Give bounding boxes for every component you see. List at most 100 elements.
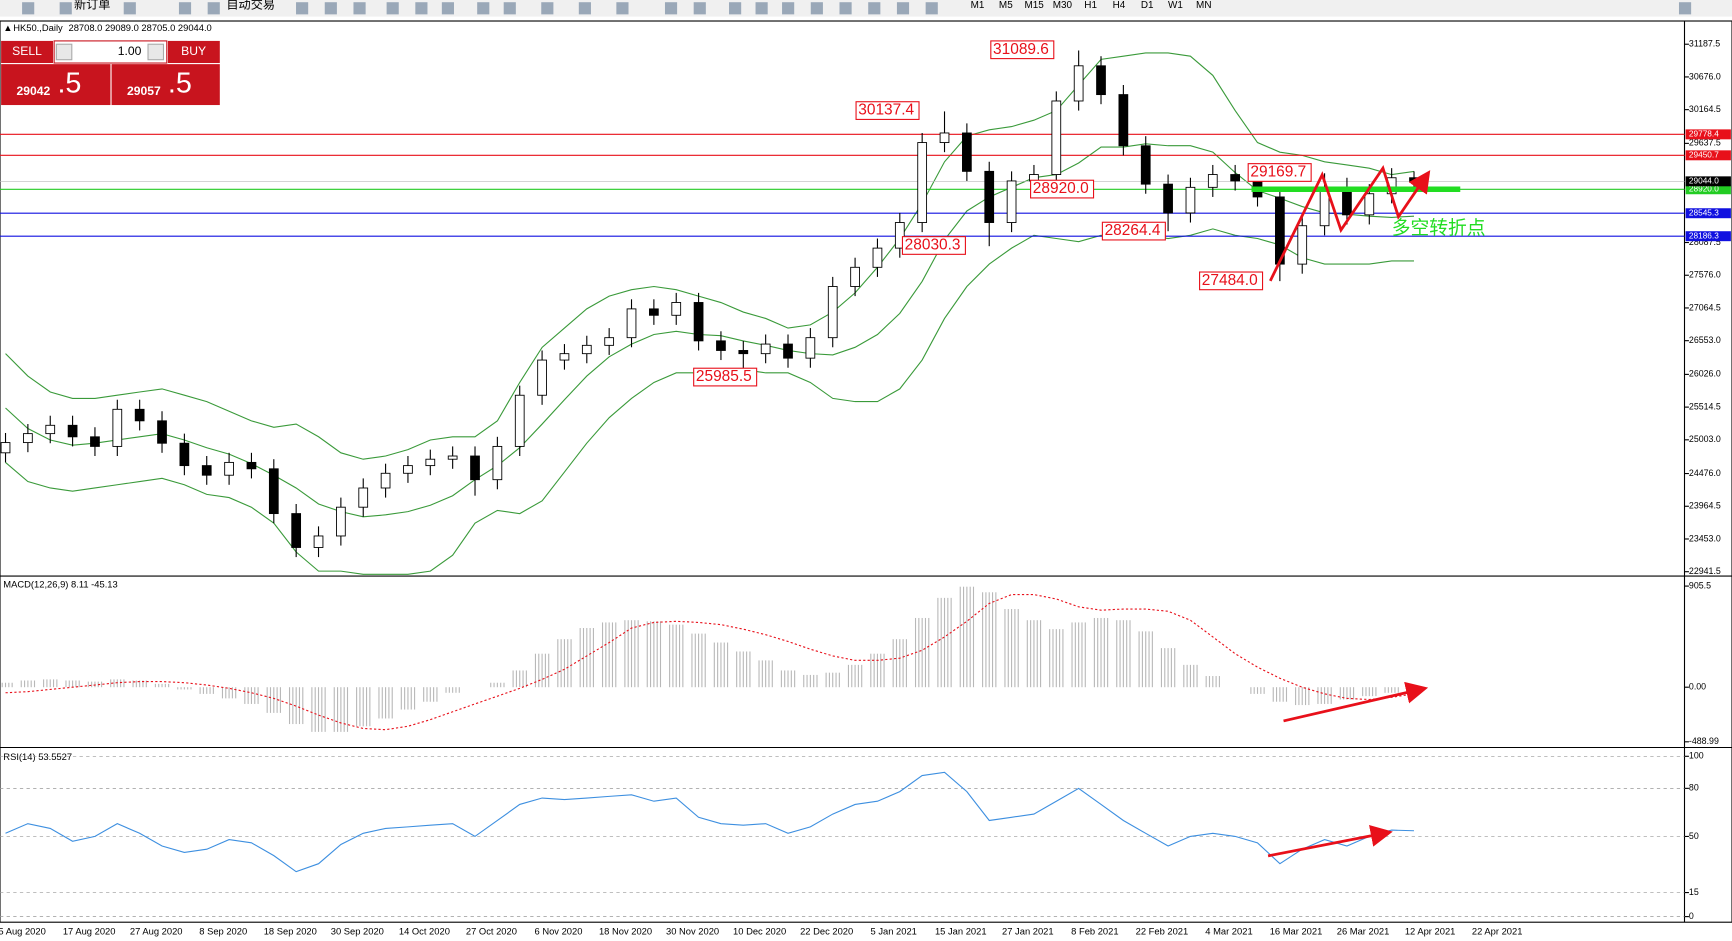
annotation-text: 多空转折点: [1392, 217, 1486, 238]
x-tick-label: 18 Sep 2020: [264, 926, 317, 937]
y-tick-label: 27576.0: [1689, 270, 1721, 280]
timeframe-button[interactable]: M5: [999, 0, 1013, 11]
candle-body: [805, 337, 816, 359]
annotation-box: [1101, 221, 1166, 241]
level-label-box: [1685, 231, 1731, 242]
candle-body: [783, 343, 793, 359]
candle-body: [224, 461, 234, 476]
sell-price-box[interactable]: [1, 64, 111, 106]
candle-body: [1163, 183, 1173, 214]
candle-body: [291, 513, 302, 548]
candle-body: [157, 420, 167, 444]
auto-trading-button[interactable]: 自动交易: [226, 0, 275, 12]
candle-body: [403, 465, 413, 474]
candle-body: [962, 132, 972, 172]
ohlc-text: 28708.0 29089.0 28705.0 29044.0: [68, 22, 211, 33]
x-tick-label: 18 Nov 2020: [599, 926, 652, 937]
candle-body: [827, 286, 838, 339]
candle-body: [649, 308, 659, 316]
sell-button[interactable]: [1, 40, 54, 64]
volume-down[interactable]: [55, 43, 73, 61]
candle-body: [850, 266, 860, 287]
annotation: 27484.0: [1202, 272, 1258, 289]
annotation: 31089.6: [993, 41, 1049, 58]
candle-body: [1073, 65, 1084, 102]
timeframe-button[interactable]: H4: [1113, 0, 1126, 11]
volume-up[interactable]: [147, 43, 165, 61]
y-tick-label: 31187.5: [1689, 39, 1720, 49]
buy-label[interactable]: BUY: [181, 44, 206, 58]
x-tick-label: 5 Aug 2020: [0, 926, 46, 937]
x-tick-label: 10 Dec 2020: [733, 926, 786, 937]
x-tick-label: 27 Jan 2021: [1002, 926, 1054, 937]
y-tick-label: 24476.0: [1689, 468, 1721, 478]
candle-body: [112, 408, 123, 447]
candle-body: [626, 308, 637, 339]
candle-body: [738, 350, 749, 355]
candle-body: [358, 487, 369, 508]
x-tick-label: 12 Apr 2021: [1405, 926, 1456, 937]
y-tick-label: 25514.5: [1689, 401, 1721, 411]
candle-body: [559, 353, 570, 361]
y-tick-label: 0.00: [1689, 682, 1706, 692]
candle-body: [1051, 100, 1062, 175]
candle-body: [581, 344, 592, 355]
candle-body: [872, 247, 883, 268]
candle-body: [246, 461, 257, 470]
y-tick-label: 100: [1689, 751, 1704, 761]
toolbar-icons: [22, 2, 1692, 15]
y-tick-label: 905.5: [1689, 580, 1711, 590]
annotation-box: [901, 236, 966, 255]
candle-body: [313, 535, 324, 548]
x-tick-label: 16 Mar 2021: [1270, 926, 1323, 937]
y-tick-label: 25003.0: [1689, 434, 1721, 444]
candle-body: [0, 442, 11, 454]
candle-body: [1364, 193, 1375, 216]
timeframe-button[interactable]: M1: [971, 0, 985, 11]
level-label: 29450.7: [1689, 151, 1719, 160]
current-price-label: 29044.0: [1689, 177, 1719, 186]
sell-label[interactable]: SELL: [12, 44, 42, 58]
timeframe-button[interactable]: H1: [1084, 0, 1097, 11]
buy-price-box[interactable]: [111, 64, 220, 106]
candle-body: [514, 394, 525, 447]
candle-body: [1409, 177, 1419, 182]
candle-body: [917, 142, 928, 223]
x-tick-label: 26 Mar 2021: [1337, 926, 1390, 937]
level-label: 28186.3: [1689, 231, 1719, 240]
ask-main: 29057: [127, 84, 161, 98]
candle-body: [760, 343, 771, 355]
x-tick-label: 22 Apr 2021: [1472, 926, 1523, 937]
candle-body: [671, 302, 682, 316]
chart-title: HK50.,Daily: [13, 22, 63, 33]
x-tick-label: 4 Mar 2021: [1205, 926, 1252, 937]
timeframe-button[interactable]: W1: [1168, 0, 1183, 11]
rsi-line: [5, 771, 1415, 873]
timeframe-button[interactable]: D1: [1141, 0, 1154, 11]
volume-value[interactable]: 1.00: [118, 44, 142, 58]
y-tick-label: 30164.5: [1689, 104, 1721, 114]
candle-body: [537, 359, 547, 396]
candle-body: [67, 424, 78, 438]
level-label: 29778.4: [1689, 130, 1719, 139]
timeframe-button[interactable]: M15: [1024, 0, 1044, 11]
annotation-box: [1030, 179, 1095, 199]
y-tick-label: 26553.0: [1689, 335, 1721, 345]
annotation: 30137.4: [858, 102, 914, 119]
candle-body: [179, 442, 190, 467]
buy-button[interactable]: [167, 40, 220, 64]
new-order-button[interactable]: 新订单: [74, 0, 110, 12]
timeframe-button[interactable]: MN: [1196, 0, 1211, 11]
x-tick-label: 8 Sep 2020: [199, 926, 247, 937]
annotation: 29169.7: [1250, 164, 1306, 181]
y-tick-label: 26026.0: [1689, 369, 1721, 379]
trade-panel: SELL 1.00 BUY 29042 .5 29057 .5: [1, 40, 220, 106]
timeframe-button[interactable]: M30: [1053, 0, 1073, 11]
annotation: 28030.3: [905, 237, 961, 254]
annotation-box: [1199, 271, 1264, 291]
level-label: 28545.3: [1689, 208, 1719, 217]
level-label-box: [1685, 208, 1731, 219]
trend-arrow: [1283, 681, 1429, 723]
volume-field[interactable]: [53, 40, 168, 64]
